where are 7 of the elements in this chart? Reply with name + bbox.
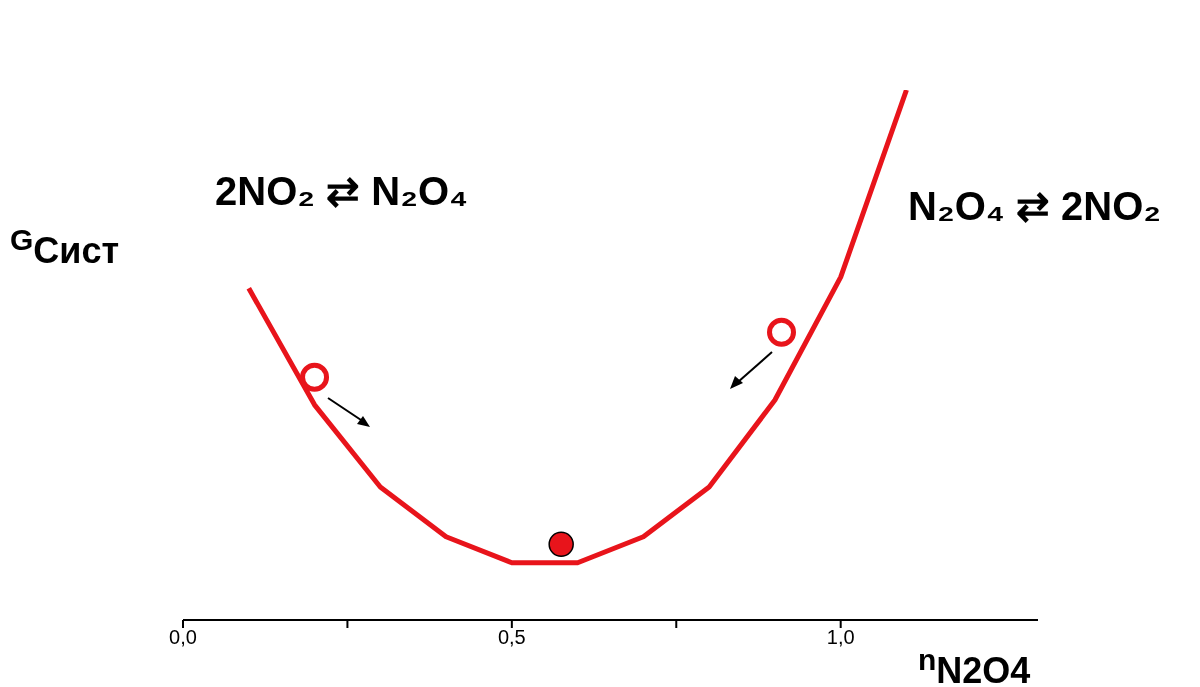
x-tick-label: 1,0 — [826, 626, 855, 649]
annotation: N₂O₄ ⇄ 2NO₂ — [908, 183, 1162, 229]
x-axis-title: $^{n}$N2O4 — [918, 643, 1031, 687]
y-axis-title: $^{G}$Сист — [10, 223, 120, 272]
x-tick-label: 0,0 — [169, 626, 197, 649]
annotation: 2NO₂ ⇄ N₂O₄ — [215, 168, 469, 214]
x-tick-label: 0,5 — [497, 626, 526, 649]
